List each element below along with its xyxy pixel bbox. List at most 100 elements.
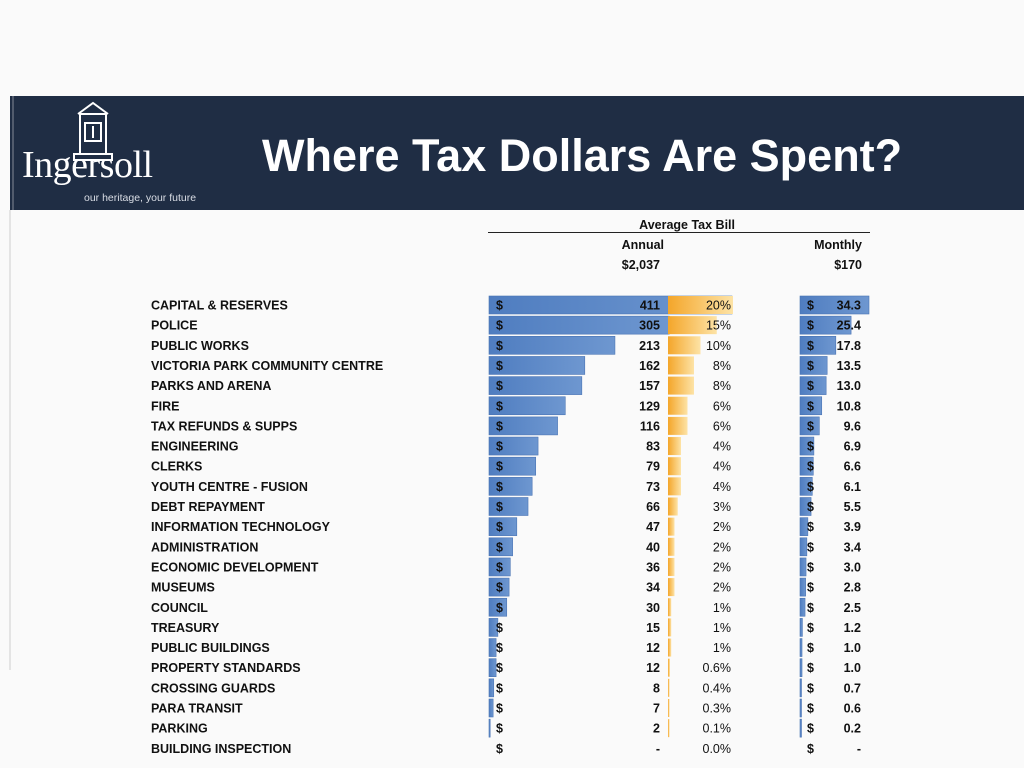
annual-bar: [488, 517, 518, 536]
percent-value-label: 4%: [713, 480, 731, 494]
monthly-bar: [799, 618, 803, 637]
monthly-currency-symbol: $: [807, 440, 814, 454]
percent-value-label: 6%: [713, 419, 731, 433]
category-label: PROPERTY STANDARDS: [151, 661, 301, 675]
percent-bar: [668, 416, 688, 435]
monthly-value-label: -: [857, 742, 861, 756]
category-label: PARKING: [151, 722, 208, 736]
category-label: TAX REFUNDS & SUPPS: [151, 419, 297, 433]
annual-value-label: 12: [646, 661, 660, 675]
annual-bar: [488, 376, 583, 395]
category-label: ENGINEERING: [151, 440, 239, 454]
monthly-value-label: 17.8: [837, 339, 861, 353]
annual-currency-symbol: $: [496, 359, 503, 373]
annual-value-label: 30: [646, 601, 660, 615]
percent-bar: [668, 719, 670, 738]
annual-value-label: 12: [646, 641, 660, 655]
category-label: CLERKS: [151, 460, 202, 474]
percent-value-label: 0.6%: [703, 661, 732, 675]
percent-bar: [668, 396, 688, 415]
monthly-currency-symbol: $: [807, 520, 814, 534]
monthly-value-label: 3.9: [844, 520, 861, 534]
monthly-bar: [799, 698, 802, 718]
percent-value-label: 6%: [713, 399, 731, 413]
annual-value-label: 47: [646, 520, 660, 534]
annual-header: Annual: [621, 238, 664, 252]
category-label: CAPITAL & RESERVES: [151, 299, 288, 313]
annual-currency-symbol: $: [496, 419, 503, 433]
monthly-bar: [799, 376, 827, 395]
monthly-value-label: 1.0: [844, 641, 861, 655]
annual-value-label: 34: [646, 581, 660, 595]
annual-value-label: 213: [639, 339, 660, 353]
category-label: PUBLIC WORKS: [151, 339, 249, 353]
monthly-currency-symbol: $: [807, 500, 814, 514]
annual-total: $2,037: [621, 258, 660, 272]
percent-bar: [668, 376, 694, 395]
monthly-currency-symbol: $: [807, 299, 814, 313]
percent-value-label: 3%: [713, 500, 731, 514]
town-hall-icon: [73, 101, 113, 161]
header-underline: [488, 232, 870, 233]
monthly-currency-symbol: $: [807, 540, 814, 554]
percent-value-label: 1%: [713, 621, 731, 635]
monthly-currency-symbol: $: [807, 399, 814, 413]
monthly-currency-symbol: $: [807, 641, 814, 655]
monthly-value-label: 1.2: [844, 621, 861, 635]
monthly-value-label: 1.0: [844, 661, 861, 675]
monthly-value-label: 13.0: [837, 379, 861, 393]
annual-value-label: 411: [640, 299, 660, 313]
monthly-bar: [799, 416, 820, 436]
header-banner: [0, 96, 1024, 210]
banner-edge: [0, 96, 10, 210]
monthly-value-label: 10.8: [837, 399, 861, 413]
annual-currency-symbol: $: [496, 742, 503, 756]
monthly-value-label: 5.5: [844, 500, 861, 514]
percent-value-label: 0.4%: [703, 681, 732, 695]
monthly-bar: [799, 477, 813, 496]
annual-value-label: 15: [646, 621, 660, 635]
monthly-currency-symbol: $: [807, 581, 814, 595]
monthly-value-label: 2.8: [844, 581, 861, 595]
annual-value-label: -: [656, 742, 660, 756]
monthly-value-label: 2.5: [844, 601, 861, 615]
percent-value-label: 10%: [706, 339, 731, 353]
monthly-bar: [799, 597, 806, 617]
monthly-total: $170: [834, 258, 862, 272]
annual-bar: [488, 477, 533, 496]
percent-value-label: 1%: [713, 601, 731, 615]
percent-bar: [668, 477, 681, 496]
percent-bar: [668, 517, 675, 536]
annual-value-label: 40: [646, 540, 660, 554]
percent-bar: [668, 437, 681, 456]
annual-currency-symbol: $: [496, 299, 503, 313]
monthly-currency-symbol: $: [807, 681, 814, 695]
monthly-bar: [799, 537, 808, 557]
annual-value-label: 36: [646, 560, 660, 574]
monthly-bar: [799, 678, 802, 698]
monthly-currency-symbol: $: [807, 480, 814, 494]
category-label: MUSEUMS: [151, 581, 215, 595]
annual-currency-symbol: $: [496, 661, 503, 675]
monthly-bar: [799, 557, 807, 577]
monthly-currency-symbol: $: [807, 379, 814, 393]
annual-value-label: 2: [653, 722, 660, 736]
logo-wordmark: Ingersoll: [22, 144, 153, 186]
annual-value-label: 66: [646, 500, 660, 514]
annual-currency-symbol: $: [496, 560, 503, 574]
category-label: INFORMATION TECHNOLOGY: [151, 520, 331, 534]
percent-bar: [668, 497, 678, 516]
percent-value-label: 2%: [713, 520, 731, 534]
annual-bar: [488, 658, 497, 678]
annual-value-label: 157: [639, 379, 660, 393]
monthly-value-label: 0.7: [844, 681, 861, 695]
annual-bar: [488, 638, 497, 657]
percent-value-label: 2%: [713, 581, 731, 595]
percent-value-label: 15%: [706, 319, 731, 333]
category-label: PARA TRANSIT: [151, 702, 243, 716]
percent-value-label: 1%: [713, 641, 731, 655]
category-label: PARKS AND ARENA: [151, 379, 271, 393]
monthly-currency-symbol: $: [807, 339, 814, 353]
category-label: COUNCIL: [151, 601, 208, 615]
monthly-bar: [799, 295, 870, 315]
